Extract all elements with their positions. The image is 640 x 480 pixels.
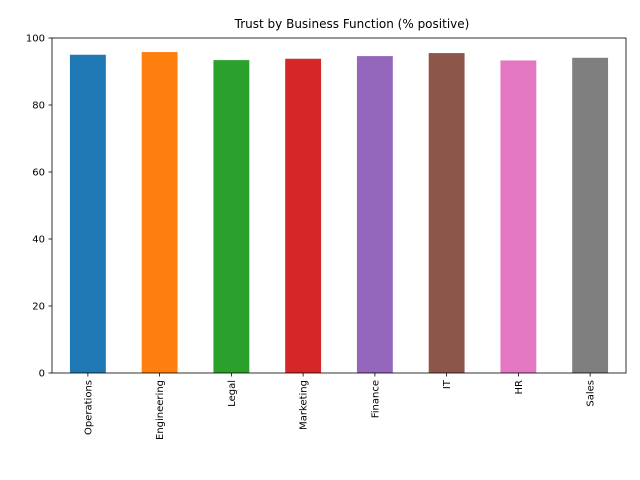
y-tick-label: 60 [32,168,45,179]
bar-sales [572,57,609,373]
y-tick-label: 100 [26,34,45,45]
x-tick-label-legal: Legal [227,380,238,407]
x-axis: Operations Engineering Legal Marketing Finan… [83,373,597,440]
bar-hr [500,60,537,373]
x-tick-label-operations: Operations [83,380,94,435]
x-tick-label-engineering: Engineering [155,380,166,440]
y-tick-label: 80 [32,101,45,112]
bars-group [69,52,609,374]
bar-it [428,53,465,373]
plot-frame [51,37,627,374]
x-tick-label-sales: Sales [586,380,597,407]
x-tick-label-hr: HR [514,380,525,395]
y-tick-label: 20 [32,302,45,313]
x-tick-label-marketing: Marketing [299,380,310,430]
y-axis: 0 20 40 60 80 100 [26,34,52,380]
x-tick-label-finance: Finance [370,380,381,418]
y-tick-label: 0 [39,369,45,380]
bar-operations [69,54,106,373]
x-tick-label-it: IT [442,379,453,389]
y-tick-label: 40 [32,235,45,246]
bar-finance [356,56,393,374]
bar-marketing [285,58,322,374]
bar-legal [213,60,250,374]
chart-title: Trust by Business Function (% positive) [234,17,470,31]
bar-engineering [141,52,178,373]
